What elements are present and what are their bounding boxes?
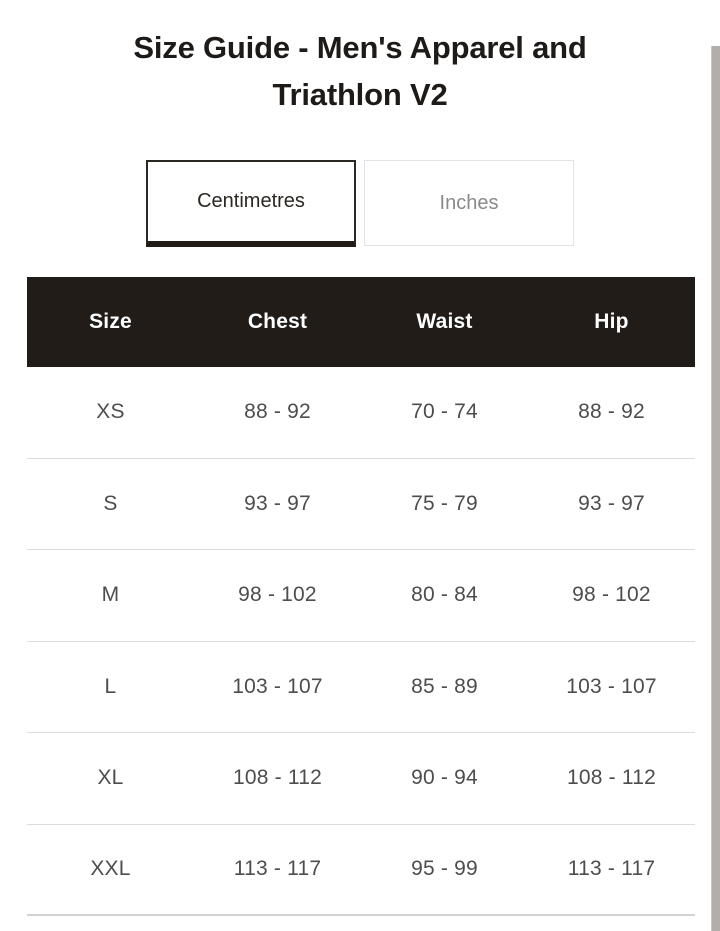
cell-chest: 103 - 107 bbox=[232, 674, 323, 698]
table-row: XXL 113 - 117 95 - 99 113 - 117 bbox=[27, 825, 695, 916]
cell-waist: 75 - 79 bbox=[411, 491, 478, 515]
table-row: M 98 - 102 80 - 84 98 - 102 bbox=[27, 550, 695, 642]
cell-chest: 88 - 92 bbox=[244, 400, 311, 424]
cell-size: L bbox=[104, 674, 117, 698]
tab-centimetres-label: Centimetres bbox=[197, 190, 305, 212]
cell-hip: 103 - 107 bbox=[566, 674, 657, 698]
cell-waist: 70 - 74 bbox=[411, 400, 478, 424]
cell-hip: 108 - 112 bbox=[567, 766, 656, 790]
cell-hip: 98 - 102 bbox=[572, 583, 651, 607]
cell-hip: 113 - 117 bbox=[567, 857, 656, 881]
table-row: XL 108 - 112 90 - 94 108 - 112 bbox=[27, 733, 695, 825]
table-row: XS 88 - 92 70 - 74 88 - 92 bbox=[27, 367, 695, 459]
cell-hip: 93 - 97 bbox=[578, 491, 645, 515]
cell-waist: 85 - 89 bbox=[411, 674, 478, 698]
column-header-size: Size bbox=[89, 310, 132, 333]
table-row: S 93 - 97 75 - 79 93 - 97 bbox=[27, 459, 695, 550]
tab-centimetres[interactable]: Centimetres bbox=[146, 160, 356, 247]
cell-waist: 90 - 94 bbox=[411, 766, 478, 790]
table-row: L 103 - 107 85 - 89 103 - 107 bbox=[27, 642, 695, 733]
unit-tabs: Centimetres Inches bbox=[0, 160, 720, 247]
cell-chest: 98 - 102 bbox=[238, 583, 317, 607]
scrollbar-thumb[interactable] bbox=[711, 46, 720, 931]
tab-inches-label: Inches bbox=[439, 191, 499, 214]
column-header-hip: Hip bbox=[594, 310, 629, 333]
cell-hip: 88 - 92 bbox=[578, 400, 645, 424]
table-header-row: Size Chest Waist Hip bbox=[27, 277, 695, 367]
column-header-chest: Chest bbox=[247, 310, 308, 333]
cell-waist: 80 - 84 bbox=[411, 583, 478, 607]
cell-waist: 95 - 99 bbox=[411, 857, 478, 881]
cell-chest: 108 - 112 bbox=[233, 766, 322, 790]
cell-size: XL bbox=[97, 766, 124, 790]
cell-chest: 93 - 97 bbox=[244, 491, 311, 515]
column-header-waist: Waist bbox=[416, 310, 473, 333]
cell-chest: 113 - 117 bbox=[233, 857, 322, 881]
cell-size: XS bbox=[96, 400, 125, 424]
cell-size: S bbox=[103, 491, 118, 515]
size-table: Size Chest Waist Hip XS 88 - 92 70 - 74 … bbox=[27, 277, 695, 916]
scrollbar-track[interactable] bbox=[710, 24, 720, 931]
page-title: Size Guide - Men's Apparel and Triathlon… bbox=[133, 30, 587, 112]
tab-inches[interactable]: Inches bbox=[364, 160, 574, 246]
cell-size: M bbox=[101, 583, 120, 607]
cell-size: XXL bbox=[90, 857, 131, 881]
